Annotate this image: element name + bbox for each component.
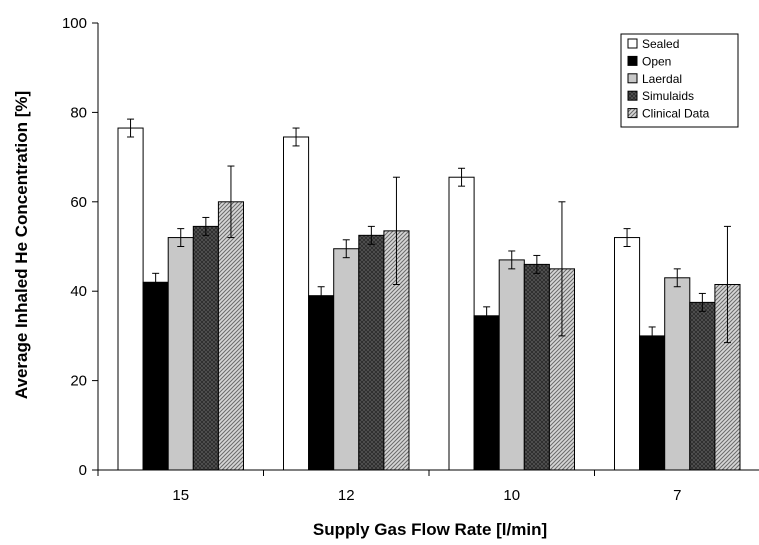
y-tick-label: 0 xyxy=(79,462,87,479)
legend-label: Laerdal xyxy=(642,72,682,86)
bar xyxy=(614,237,641,471)
bar xyxy=(283,136,310,471)
legend-box xyxy=(620,33,739,128)
bar xyxy=(217,201,244,471)
bar xyxy=(639,335,666,471)
legend-swatch xyxy=(627,108,638,119)
legend-label: Clinical Data xyxy=(642,107,710,121)
bar xyxy=(308,295,335,471)
legend-swatch xyxy=(627,55,638,66)
y-tick-label: 60 xyxy=(70,194,87,211)
legend: Sealed Open Laerdal Simulaids Clinical Data xyxy=(620,33,739,128)
x-tick-label: 15 xyxy=(172,487,189,504)
y-axis-title: Average Inhaled He Concentration [%] xyxy=(12,91,31,399)
bar xyxy=(689,301,716,471)
legend-swatch xyxy=(627,38,638,49)
bar xyxy=(167,237,194,471)
y-tick-label: 40 xyxy=(70,283,87,300)
x-tick-label: 10 xyxy=(503,487,520,504)
bar xyxy=(448,176,475,471)
legend-label: Open xyxy=(642,54,671,68)
plot-area: 0 20 40 60 80 100 15 12 10 7 xyxy=(62,15,759,504)
bar xyxy=(498,259,525,471)
legend-label: Simulaids xyxy=(642,89,694,103)
bar xyxy=(664,277,691,471)
y-tick-label: 20 xyxy=(70,373,87,390)
x-axis-title: Supply Gas Flow Rate [l/min] xyxy=(313,520,547,539)
bar xyxy=(523,263,550,471)
legend-swatch xyxy=(627,90,638,101)
bar xyxy=(142,281,169,471)
bar xyxy=(117,127,144,471)
legend-swatch xyxy=(627,73,638,84)
y-tick-label: 100 xyxy=(62,15,87,32)
legend-label: Sealed xyxy=(642,37,679,51)
y-tick-label: 80 xyxy=(70,104,87,121)
bar xyxy=(358,234,385,471)
bar xyxy=(333,248,360,471)
x-tick-label: 12 xyxy=(338,487,355,504)
x-tick-label: 7 xyxy=(673,487,681,504)
bar xyxy=(473,315,500,471)
bar xyxy=(192,225,219,471)
